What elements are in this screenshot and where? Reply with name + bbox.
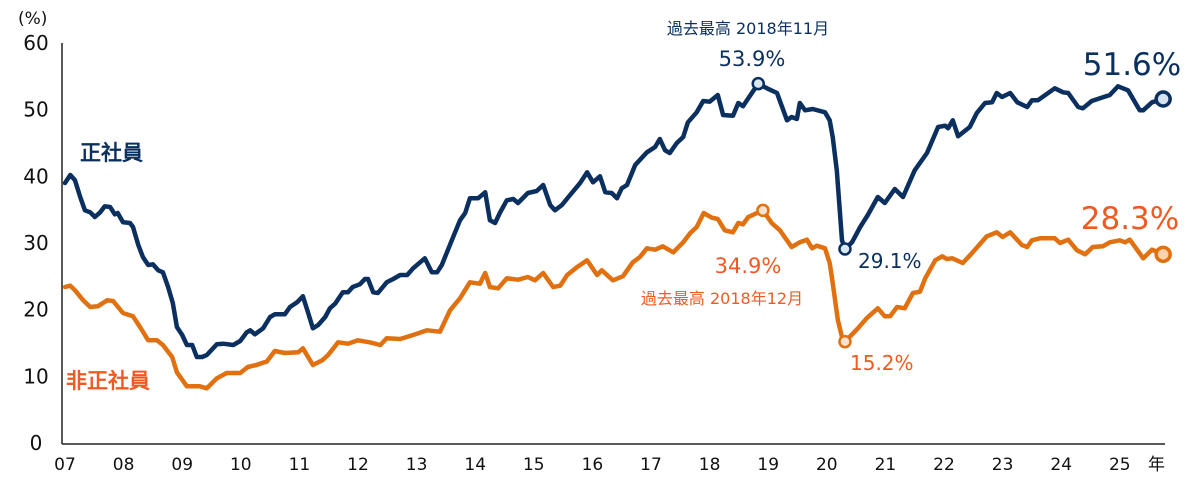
data-point-marker — [838, 242, 852, 256]
x-tick-label: 10 — [230, 455, 252, 475]
x-tick-label: 09 — [171, 455, 193, 475]
data-point-marker — [1154, 90, 1172, 108]
x-tick-label: 18 — [699, 455, 721, 475]
annotation-value-nonregular-peak: 34.9% — [715, 254, 782, 278]
annotation-value-nonregular-latest: 28.3% — [1081, 201, 1179, 237]
x-tick-label: 08 — [113, 455, 135, 475]
x-tick-label: 16 — [582, 455, 604, 475]
annotation-note-nonregular-peak: 過去最高 2018年12月 — [641, 289, 803, 308]
y-tick-label: 10 — [23, 364, 48, 388]
y-tick-label: 20 — [23, 298, 48, 322]
x-tick-label: 11 — [289, 455, 311, 475]
series-line-nonregular — [62, 208, 1166, 391]
x-tick-label: 25 — [1109, 455, 1131, 475]
y-tick-label: 30 — [23, 231, 48, 255]
x-tick-label: 15 — [523, 455, 545, 475]
annotation-value-regular-latest: 51.6% — [1083, 47, 1181, 83]
series-label-nonregular: 非正社員 — [66, 369, 150, 393]
x-tick-label: 21 — [875, 455, 897, 475]
series-label-regular: 正社員 — [80, 141, 143, 165]
x-tick-label: 13 — [406, 455, 428, 475]
x-tick-label: 12 — [347, 455, 369, 475]
x-tick-label: 19 — [757, 455, 779, 475]
annotation-value-regular-low: 29.1% — [858, 249, 922, 273]
y-tick-label: 40 — [23, 164, 48, 188]
x-tick-label: 14 — [464, 455, 486, 475]
x-tick-label: 23 — [992, 455, 1014, 475]
y-tick-label: 0 — [30, 431, 43, 455]
x-tick-label: 17 — [640, 455, 662, 475]
data-point-marker — [838, 334, 852, 349]
x-axis-unit: 年 — [1148, 455, 1165, 475]
annotation-note-regular-peak: 過去最高 2018年11月 — [667, 19, 829, 38]
x-tick-label: 20 — [816, 455, 838, 475]
x-tick-label: 07 — [54, 455, 76, 475]
annotation-value-regular-peak: 53.9% — [719, 47, 786, 71]
annotation-value-nonregular-low: 15.2% — [850, 351, 914, 375]
x-tick-label: 24 — [1050, 455, 1072, 475]
y-axis-unit: (%) — [18, 9, 47, 29]
data-point-marker — [1154, 245, 1172, 264]
x-tick-label: 22 — [933, 455, 955, 475]
series-line-regular — [62, 81, 1166, 360]
data-point-marker — [751, 76, 765, 91]
data-point-marker — [756, 203, 770, 218]
y-tick-label: 50 — [23, 98, 48, 122]
y-tick-label: 60 — [23, 31, 48, 55]
